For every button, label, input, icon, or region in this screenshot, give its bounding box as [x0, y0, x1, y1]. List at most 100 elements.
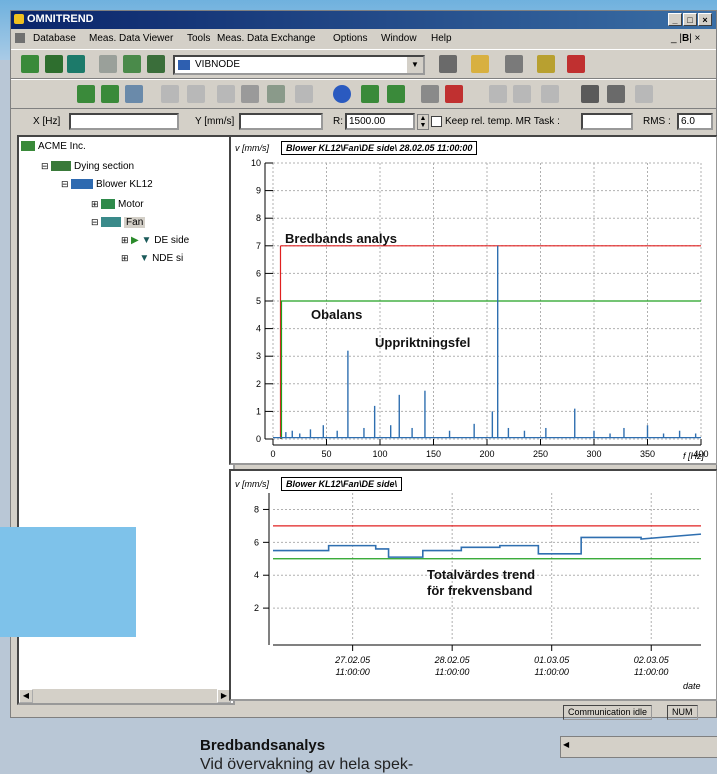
menu-help[interactable]: Help — [431, 33, 452, 44]
alarm-set-icon[interactable] — [445, 85, 463, 103]
refresh-icon[interactable] — [67, 55, 85, 73]
trend-xtick-label-date: 01.03.05 — [534, 655, 570, 665]
compare-icon[interactable] — [295, 85, 313, 103]
minimize-button[interactable]: _ — [668, 13, 682, 26]
spectrum-xtick-label: 0 — [270, 449, 275, 459]
rms-label: RMS : — [643, 116, 671, 127]
grid-icon[interactable] — [99, 55, 117, 73]
r-spinner[interactable]: ▲ ▼ — [417, 114, 429, 130]
section-icon — [51, 161, 72, 172]
menu-database[interactable]: Database — [33, 33, 76, 44]
fit-icon[interactable] — [541, 85, 559, 103]
menu-window[interactable]: Window — [381, 33, 417, 44]
overlay-icon[interactable] — [267, 85, 285, 103]
wrench-icon[interactable] — [471, 55, 489, 73]
chart-icon[interactable] — [241, 85, 259, 103]
alarm-icon[interactable] — [567, 55, 585, 73]
play-icon: ▶ — [131, 235, 139, 246]
tree-icon[interactable] — [21, 55, 39, 73]
tree-item-acme[interactable]: ACME Inc. — [21, 141, 86, 152]
report-icon[interactable] — [581, 85, 599, 103]
trend-xtick-label-date: 28.02.05 — [434, 655, 471, 665]
rms-field[interactable]: 6.0 — [677, 113, 713, 130]
tree-label-nde: NDE si — [152, 253, 184, 264]
print-icon[interactable] — [505, 55, 523, 73]
mr-task-field[interactable] — [581, 113, 633, 130]
trend-ytick-label: 8 — [254, 504, 259, 514]
spectrum-ytick-label: 4 — [256, 324, 261, 334]
sideband-icon[interactable] — [387, 85, 405, 103]
menu-options[interactable]: Options — [333, 33, 368, 44]
trend-xtick-label-time: 11:00:00 — [535, 667, 569, 677]
spectrum-ytick-label: 5 — [256, 296, 261, 306]
app-icon — [14, 14, 24, 24]
menu-tools[interactable]: Tools — [187, 33, 211, 44]
tree-label-section: Dying section — [74, 161, 135, 172]
zoom-out-icon[interactable] — [513, 85, 531, 103]
help-icon[interactable] — [421, 85, 439, 103]
tree-item-de-side[interactable]: ⊞ ▶ ▼ DE side — [121, 235, 190, 246]
trend-series-line — [273, 533, 702, 558]
properties-icon[interactable] — [439, 55, 457, 73]
node-select[interactable]: VIBNODE ▼ — [173, 55, 425, 75]
chevron-down-icon[interactable]: ▼ — [407, 57, 423, 73]
background-scrollbar: ◀ — [560, 736, 717, 758]
spectrum-ytick-label: 7 — [256, 241, 261, 251]
spectrum-ytick-label: 10 — [251, 158, 261, 168]
trend-chart[interactable]: 2 4 6 8 27.02.05 11:00:00 28.02.05 11:00:00 01.0… — [231, 471, 716, 699]
tree-item-motor[interactable]: ⊞ Motor — [91, 199, 144, 210]
dual-cursor-icon[interactable] — [101, 85, 119, 103]
cursor-icon[interactable] — [77, 85, 95, 103]
graph-icon[interactable] — [635, 85, 653, 103]
tree-item-nde-side[interactable]: ⊞ ▼ NDE si — [121, 253, 184, 264]
tree-label-motor: Motor — [118, 199, 144, 210]
x-field[interactable] — [69, 113, 179, 130]
tree-item-blower[interactable]: ⊟ Blower KL12 — [61, 179, 153, 190]
trend-panel: v [mm/s] Blower KL12\Fan\DE side\ date 2… — [229, 469, 717, 701]
zoom-in-icon[interactable] — [489, 85, 507, 103]
trend-ytick-label: 4 — [254, 570, 259, 580]
y-field[interactable] — [239, 113, 323, 130]
trend-xtick-label-time: 11:00:00 — [335, 667, 369, 677]
tree-label-fan: Fan — [124, 217, 146, 228]
child-window-controls[interactable]: _ |B| × — [671, 33, 701, 44]
save-icon[interactable] — [147, 55, 165, 73]
r-label: R: — [333, 116, 343, 127]
menu-bar: Database Meas. Data Viewer Tools Meas. D… — [11, 31, 716, 47]
trend-xtick-label-date: 02.03.05 — [634, 655, 670, 665]
trend-ytick-label: 2 — [254, 603, 259, 613]
database-icon[interactable] — [45, 55, 63, 73]
spectrum-ytick-label: 3 — [256, 351, 261, 361]
spectrum-xlabel: f [Hz] — [683, 451, 705, 461]
tree-scrollbar[interactable]: ◀ ▶ — [19, 689, 231, 703]
info-icon[interactable] — [333, 85, 351, 103]
site-icon — [21, 141, 35, 152]
node-select-value: VIBNODE — [195, 59, 241, 70]
status-num: NUM — [667, 705, 698, 720]
band-icon[interactable] — [217, 85, 235, 103]
keep-label: Keep rel. temp. MR Task : — [445, 116, 560, 127]
scroll-left-icon[interactable]: ◀ — [19, 689, 33, 703]
chart-toolbar — [11, 79, 716, 109]
menu-meas-data-viewer[interactable]: Meas. Data Viewer — [89, 33, 174, 44]
spectrum-xtick-label: 250 — [533, 449, 548, 459]
maximize-button[interactable]: □ — [683, 13, 697, 26]
keep-checkbox[interactable] — [431, 116, 442, 127]
transfer-icon[interactable] — [123, 55, 141, 73]
list-icon[interactable] — [187, 85, 205, 103]
tree-item-section[interactable]: ⊟ Dying section — [41, 161, 135, 172]
sensor-icon: ▼ — [141, 235, 152, 246]
close-button[interactable]: × — [698, 13, 712, 26]
trend-ytick-label: 6 — [254, 537, 259, 547]
key-icon[interactable] — [537, 55, 555, 73]
status-communication: Communication idle — [563, 705, 653, 720]
harmonic-icon[interactable] — [361, 85, 379, 103]
export-icon[interactable] — [607, 85, 625, 103]
tree-item-fan[interactable]: ⊟ Fan — [91, 217, 146, 228]
table-icon[interactable] — [161, 85, 179, 103]
menu-meas-data-exchange[interactable]: Meas. Data Exchange — [217, 33, 316, 44]
cursor-field-row: X [Hz] Y [mm/s] R: 1500.00 ▲ ▼ Keep rel. … — [11, 111, 716, 131]
move-icon[interactable] — [125, 85, 143, 103]
r-field[interactable]: 1500.00 — [345, 113, 415, 130]
